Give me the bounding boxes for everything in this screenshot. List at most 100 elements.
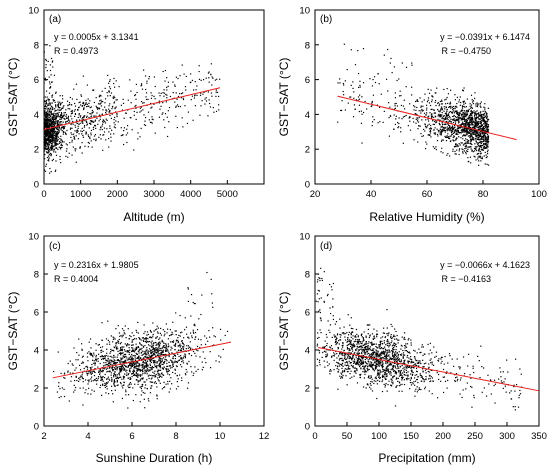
- panel-b-point: [452, 115, 454, 118]
- panel-a-point: [44, 122, 46, 124]
- panel-d-point: [364, 373, 366, 375]
- panel-c-point: [177, 345, 179, 347]
- panel-c-point: [174, 330, 176, 332]
- panel-a-point: [121, 109, 124, 111]
- panel-a-point: [122, 98, 124, 100]
- panel-b-point: [484, 135, 487, 137]
- panel-a-point: [45, 90, 48, 92]
- panel-c-point: [147, 338, 149, 340]
- panel-a-point: [69, 142, 71, 144]
- panel-b-point: [382, 121, 384, 124]
- panel-b-x-tick-label: 60: [422, 189, 433, 200]
- panel-b-point: [476, 138, 479, 141]
- panel-c-point: [138, 337, 140, 339]
- panel-b-point: [479, 121, 481, 123]
- panel-b-point: [370, 105, 372, 108]
- panel-a-point: [71, 127, 73, 129]
- panel-d-point: [336, 352, 338, 355]
- panel-d-point: [403, 383, 406, 386]
- panel-b-point: [465, 120, 467, 123]
- panel-c-point: [130, 367, 132, 369]
- panel-d-point: [401, 390, 403, 392]
- panel-a-point: [51, 140, 53, 142]
- panel-b-point: [457, 120, 460, 122]
- panel-b-point: [480, 137, 483, 140]
- panel-c-point: [129, 368, 131, 370]
- panel-b-point: [454, 105, 456, 108]
- panel-d-point: [404, 359, 406, 361]
- panel-b-point: [471, 118, 473, 120]
- panel-b-point: [484, 116, 486, 118]
- panel-a-point: [44, 96, 46, 98]
- panel-a-point: [48, 122, 50, 124]
- panel-a-point: [45, 123, 47, 125]
- panel-c-point: [188, 353, 190, 355]
- panel-a-point: [136, 111, 138, 113]
- panel-b-point: [436, 121, 438, 123]
- panel-c-point: [116, 380, 119, 382]
- panel-b-point: [464, 139, 466, 142]
- panel-a-point: [86, 116, 88, 118]
- panel-b-point: [474, 127, 476, 129]
- panel-b-point: [398, 95, 401, 97]
- panel-a-point: [81, 142, 83, 144]
- panel-d-point: [384, 384, 387, 386]
- panel-b-point: [463, 103, 465, 105]
- panel-c-point: [170, 377, 172, 379]
- panel-b-point: [470, 146, 472, 148]
- panel-c-point: [141, 365, 144, 367]
- panel-b-point: [465, 106, 468, 108]
- panel-b-point: [442, 117, 444, 120]
- panel-a-point: [49, 113, 51, 115]
- panel-b-point: [438, 114, 440, 116]
- panel-c-point: [102, 375, 104, 378]
- panel-c-point: [117, 359, 119, 361]
- panel-b-point: [474, 138, 476, 140]
- panel-b-point: [413, 105, 415, 107]
- panel-a-point: [176, 126, 178, 129]
- panel-a-point: [52, 129, 54, 132]
- panel-a-point: [50, 112, 52, 114]
- panel-c-point: [121, 368, 123, 370]
- panel-c-point: [135, 367, 137, 369]
- panel-b-point: [342, 90, 344, 93]
- panel-b-point: [405, 66, 408, 68]
- panel-c-point: [114, 338, 116, 340]
- panel-c-point: [179, 355, 182, 357]
- panel-a-point: [45, 116, 47, 118]
- panel-a-point: [48, 102, 50, 104]
- panel-a-point: [50, 108, 52, 110]
- panel-b-point: [482, 132, 484, 135]
- panel-c-point: [199, 356, 201, 358]
- panel-b-point: [487, 136, 489, 138]
- panel-c-point: [100, 376, 102, 379]
- panel-a-point: [100, 99, 102, 101]
- panel-b-point: [441, 116, 443, 118]
- panel-a-point: [94, 119, 97, 121]
- panel-d-point: [422, 370, 424, 372]
- panel-b-point: [430, 136, 432, 138]
- panel-a-point: [53, 118, 55, 120]
- panel-c-point: [139, 342, 141, 344]
- panel-c-point: [176, 374, 178, 377]
- panel-b-point: [487, 124, 489, 126]
- panel-d-point: [390, 362, 392, 364]
- panel-b-point: [453, 114, 455, 117]
- panel-b-point: [485, 157, 487, 159]
- panel-b-point: [458, 121, 460, 123]
- panel-a-point: [83, 119, 85, 122]
- panel-b-point: [455, 110, 457, 112]
- panel-b-point: [478, 164, 480, 166]
- panel-b-point: [448, 115, 451, 118]
- panel-c-point: [150, 352, 153, 354]
- panel-a-point: [150, 121, 152, 123]
- panel-b-point: [477, 137, 480, 139]
- panel-c-point: [110, 348, 112, 351]
- panel-b-point: [424, 125, 427, 128]
- panel-a-point: [55, 137, 57, 139]
- panel-b-point: [353, 91, 355, 93]
- panel-b-point: [452, 148, 454, 150]
- panel-a-point: [83, 115, 85, 118]
- panel-c-point: [156, 347, 158, 349]
